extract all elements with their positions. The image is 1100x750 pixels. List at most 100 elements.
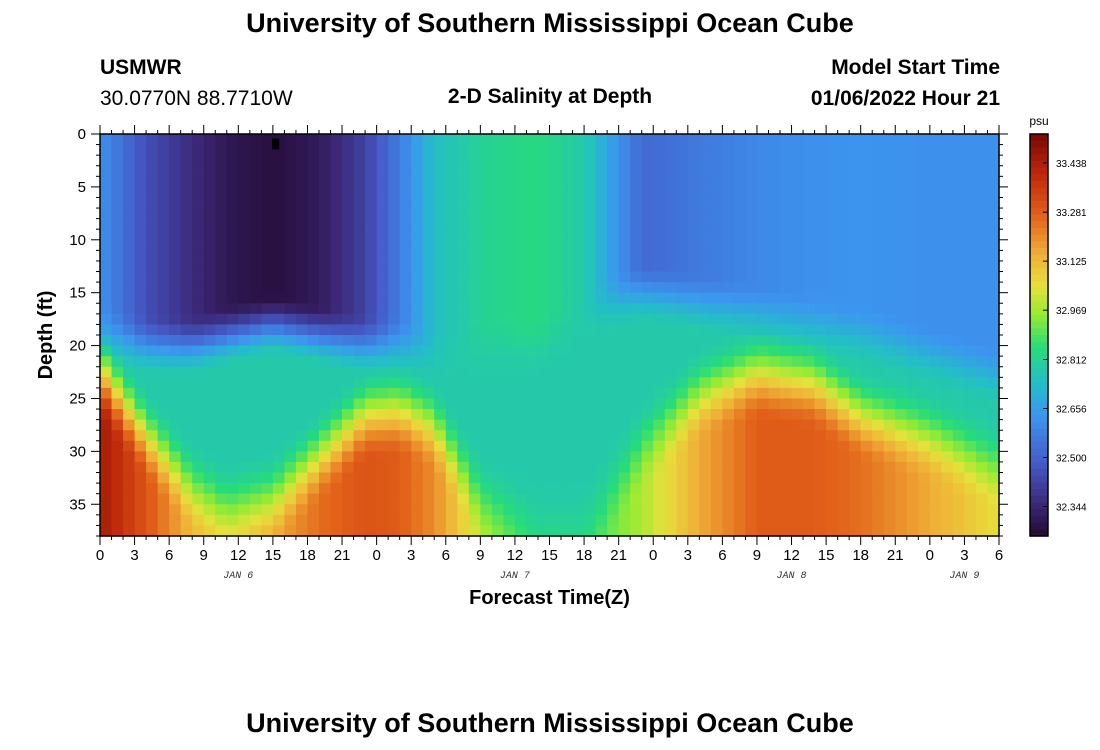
heatmap-cell: [803, 144, 816, 156]
heatmap-cell: [780, 324, 793, 336]
heatmap-cell: [284, 366, 297, 378]
heatmap-cell: [941, 292, 954, 304]
heatmap-cell: [215, 419, 228, 431]
heatmap-cell: [480, 260, 493, 273]
heatmap-cell: [952, 324, 966, 336]
heatmap-cell: [284, 409, 297, 421]
heatmap-cell: [353, 366, 366, 378]
heatmap-cell: [111, 303, 124, 315]
heatmap-cell: [526, 483, 539, 495]
heatmap-cell: [491, 377, 504, 389]
heatmap-cell: [883, 134, 896, 146]
heatmap-cell: [814, 483, 827, 495]
heatmap-cell: [676, 239, 689, 251]
heatmap-cell: [941, 303, 954, 315]
heatmap-cell: [687, 303, 700, 315]
heatmap-cell: [514, 419, 528, 431]
heatmap-cell: [146, 345, 159, 357]
colorbar-segment: [1030, 348, 1048, 356]
heatmap-cell: [468, 282, 481, 294]
heatmap-cell: [330, 483, 343, 495]
heatmap-cell: [388, 282, 401, 294]
heatmap-cell: [318, 271, 332, 283]
heatmap-cell: [860, 504, 873, 516]
heatmap-cell: [388, 356, 401, 368]
heatmap-cell: [295, 398, 309, 410]
heatmap-cell: [710, 356, 723, 368]
heatmap-cell: [814, 313, 827, 326]
heatmap-cell: [388, 419, 401, 431]
colorbar-segment: [1030, 221, 1048, 229]
heatmap-cell: [192, 430, 205, 442]
heatmap-cell: [641, 208, 654, 220]
heatmap-cell: [756, 504, 770, 516]
heatmap-cell: [975, 493, 989, 505]
heatmap-cell: [537, 282, 551, 294]
heatmap-cell: [607, 419, 620, 431]
heatmap-cell: [468, 440, 481, 452]
heatmap-cell: [987, 250, 1000, 262]
heatmap-cell: [860, 345, 873, 357]
heatmap-cell: [284, 504, 297, 516]
heatmap-cell: [123, 472, 136, 484]
heatmap-cell: [376, 271, 389, 283]
heatmap-cell: [837, 335, 850, 347]
heatmap-cell: [399, 313, 412, 326]
heatmap-cell: [226, 514, 239, 527]
heatmap-cell: [134, 387, 147, 400]
heatmap-cell: [330, 377, 343, 389]
heatmap-cell: [468, 356, 481, 368]
heatmap-cell: [780, 165, 793, 177]
heatmap-cell: [514, 144, 528, 156]
heatmap-cell: [238, 134, 251, 146]
heatmap-cell: [537, 229, 551, 241]
heatmap-cell: [699, 271, 712, 283]
heatmap-cell: [687, 208, 700, 220]
heatmap-cell: [123, 165, 136, 177]
heatmap-cell: [491, 134, 504, 146]
heatmap-cell: [468, 398, 481, 410]
heatmap-cell: [157, 440, 170, 452]
heatmap-cell: [526, 271, 539, 283]
heatmap-cell: [434, 398, 447, 410]
heatmap-cell: [388, 250, 401, 262]
heatmap-cell: [733, 398, 747, 410]
heatmap-cell: [699, 324, 712, 336]
heatmap-cell: [561, 461, 574, 474]
heatmap-cell: [434, 430, 447, 442]
heatmap-cell: [756, 377, 770, 389]
heatmap-cell: [699, 398, 712, 410]
heatmap-cell: [215, 303, 228, 315]
heatmap-cell: [803, 409, 816, 421]
heatmap-cell: [849, 218, 862, 230]
heatmap-cell: [733, 419, 747, 431]
heatmap-cell: [849, 208, 862, 220]
heatmap-cell: [376, 514, 389, 527]
heatmap-cell: [284, 144, 297, 156]
heatmap-cell: [849, 250, 862, 262]
heatmap-cell: [630, 303, 643, 315]
heatmap-cell: [365, 324, 378, 336]
heatmap-cell: [457, 197, 470, 209]
heatmap-cell: [952, 451, 966, 463]
colorbar-segment: [1030, 214, 1048, 222]
heatmap-cell: [330, 419, 343, 431]
heatmap-cell: [157, 186, 170, 199]
heatmap-cell: [123, 239, 136, 251]
colorbar-tick-label: 32.500: [1056, 453, 1087, 464]
heatmap-cell: [584, 366, 597, 378]
heatmap-cell: [192, 504, 205, 516]
heatmap-cell: [780, 197, 793, 209]
heatmap-cell: [618, 165, 631, 177]
heatmap-cell: [157, 493, 170, 505]
heatmap-cell: [134, 514, 147, 527]
heatmap-cell: [849, 186, 862, 199]
heatmap-cell: [445, 472, 458, 484]
heatmap-cell: [284, 440, 297, 452]
heatmap-cell: [906, 239, 919, 251]
heatmap-cell: [226, 260, 239, 273]
heatmap-cell: [226, 472, 239, 484]
heatmap-cell: [630, 176, 643, 188]
heatmap-cell: [975, 345, 989, 357]
heatmap-cell: [468, 313, 481, 326]
